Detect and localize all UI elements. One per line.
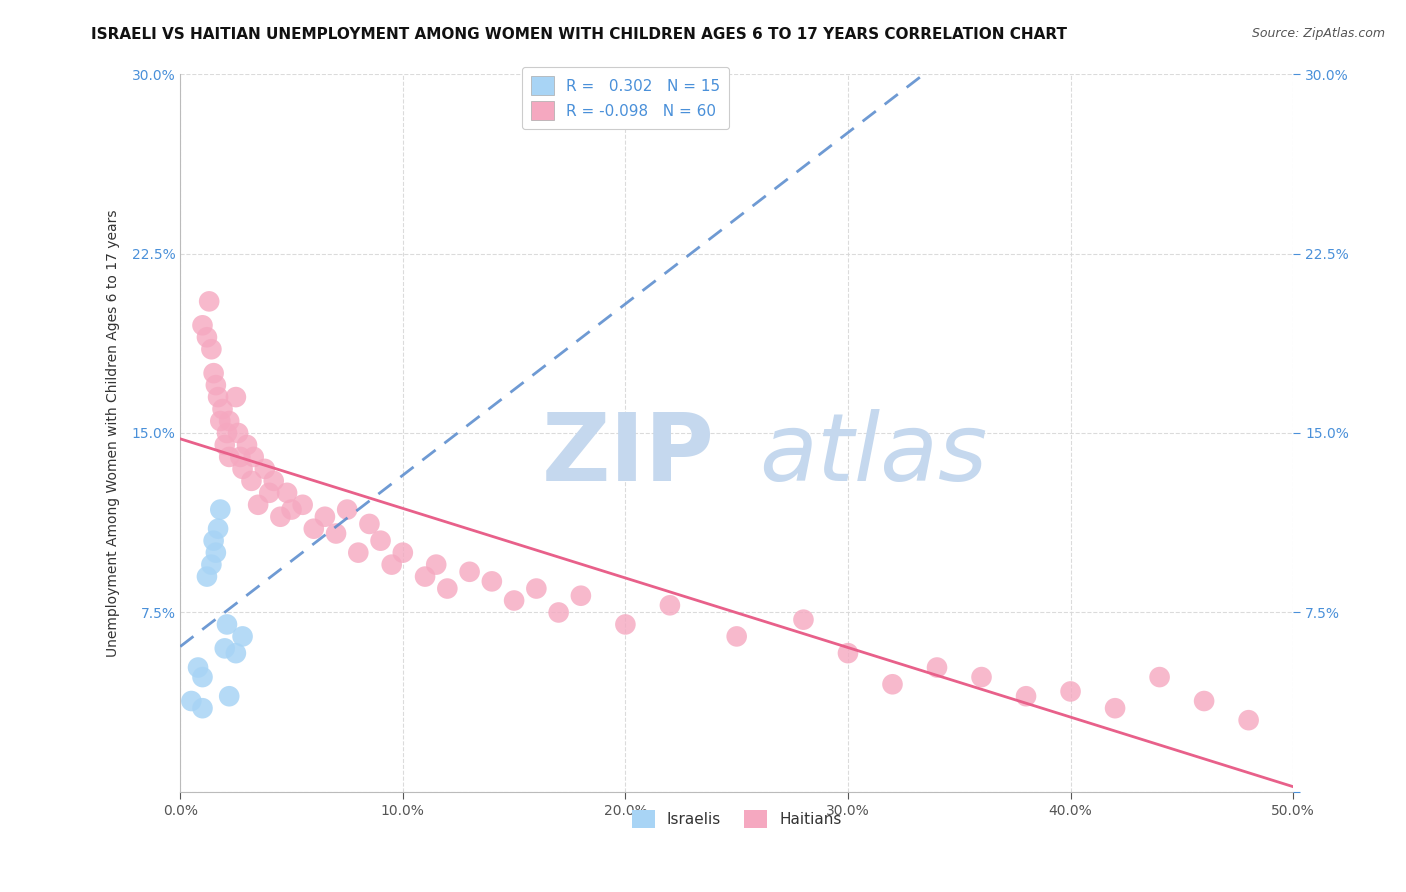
Point	[198, 294, 221, 309]
Point	[336, 502, 359, 516]
Point	[240, 474, 263, 488]
Point	[276, 485, 298, 500]
Point	[211, 402, 233, 417]
Point	[232, 629, 254, 643]
Point	[302, 522, 325, 536]
Point	[242, 450, 264, 464]
Point	[263, 474, 285, 488]
Point	[1237, 713, 1260, 727]
Point	[347, 546, 370, 560]
Point	[195, 330, 218, 344]
Legend: Israelis, Haitians: Israelis, Haitians	[626, 804, 848, 835]
Point	[370, 533, 392, 548]
Point	[191, 701, 214, 715]
Point	[232, 462, 254, 476]
Point	[547, 606, 569, 620]
Point	[837, 646, 859, 660]
Text: atlas: atlas	[759, 409, 987, 500]
Point	[202, 366, 225, 380]
Point	[524, 582, 547, 596]
Text: ISRAELI VS HAITIAN UNEMPLOYMENT AMONG WOMEN WITH CHILDREN AGES 6 TO 17 YEARS COR: ISRAELI VS HAITIAN UNEMPLOYMENT AMONG WO…	[91, 27, 1067, 42]
Point	[569, 589, 592, 603]
Point	[202, 533, 225, 548]
Point	[191, 318, 214, 333]
Point	[200, 558, 222, 572]
Point	[200, 343, 222, 357]
Point	[413, 569, 436, 583]
Point	[614, 617, 637, 632]
Point	[314, 509, 336, 524]
Point	[425, 558, 447, 572]
Point	[1104, 701, 1126, 715]
Point	[207, 522, 229, 536]
Point	[253, 462, 276, 476]
Point	[359, 516, 381, 531]
Point	[280, 502, 302, 516]
Point	[236, 438, 259, 452]
Point	[882, 677, 904, 691]
Point	[218, 414, 240, 428]
Point	[214, 438, 236, 452]
Point	[1192, 694, 1215, 708]
Point	[225, 646, 247, 660]
Point	[391, 546, 413, 560]
Point	[325, 526, 347, 541]
Point	[209, 414, 232, 428]
Point	[195, 569, 218, 583]
Point	[215, 425, 238, 440]
Point	[269, 509, 291, 524]
Point	[436, 582, 458, 596]
Point	[792, 613, 814, 627]
Point	[1059, 684, 1081, 698]
Point	[205, 546, 228, 560]
Point	[247, 498, 270, 512]
Point	[207, 390, 229, 404]
Point	[214, 641, 236, 656]
Point	[458, 565, 481, 579]
Text: ZIP: ZIP	[541, 409, 714, 500]
Point	[215, 617, 238, 632]
Point	[970, 670, 993, 684]
Point	[381, 558, 404, 572]
Point	[225, 390, 247, 404]
Point	[229, 450, 252, 464]
Y-axis label: Unemployment Among Women with Children Ages 6 to 17 years: Unemployment Among Women with Children A…	[107, 210, 121, 657]
Point	[925, 660, 948, 674]
Point	[209, 502, 232, 516]
Text: Source: ZipAtlas.com: Source: ZipAtlas.com	[1251, 27, 1385, 40]
Point	[191, 670, 214, 684]
Point	[226, 425, 249, 440]
Point	[205, 378, 228, 392]
Point	[503, 593, 526, 607]
Point	[1149, 670, 1171, 684]
Point	[259, 485, 281, 500]
Point	[218, 450, 240, 464]
Point	[187, 660, 209, 674]
Point	[725, 629, 748, 643]
Point	[218, 690, 240, 704]
Point	[658, 599, 681, 613]
Point	[180, 694, 202, 708]
Point	[1015, 690, 1038, 704]
Point	[481, 574, 503, 589]
Point	[291, 498, 314, 512]
